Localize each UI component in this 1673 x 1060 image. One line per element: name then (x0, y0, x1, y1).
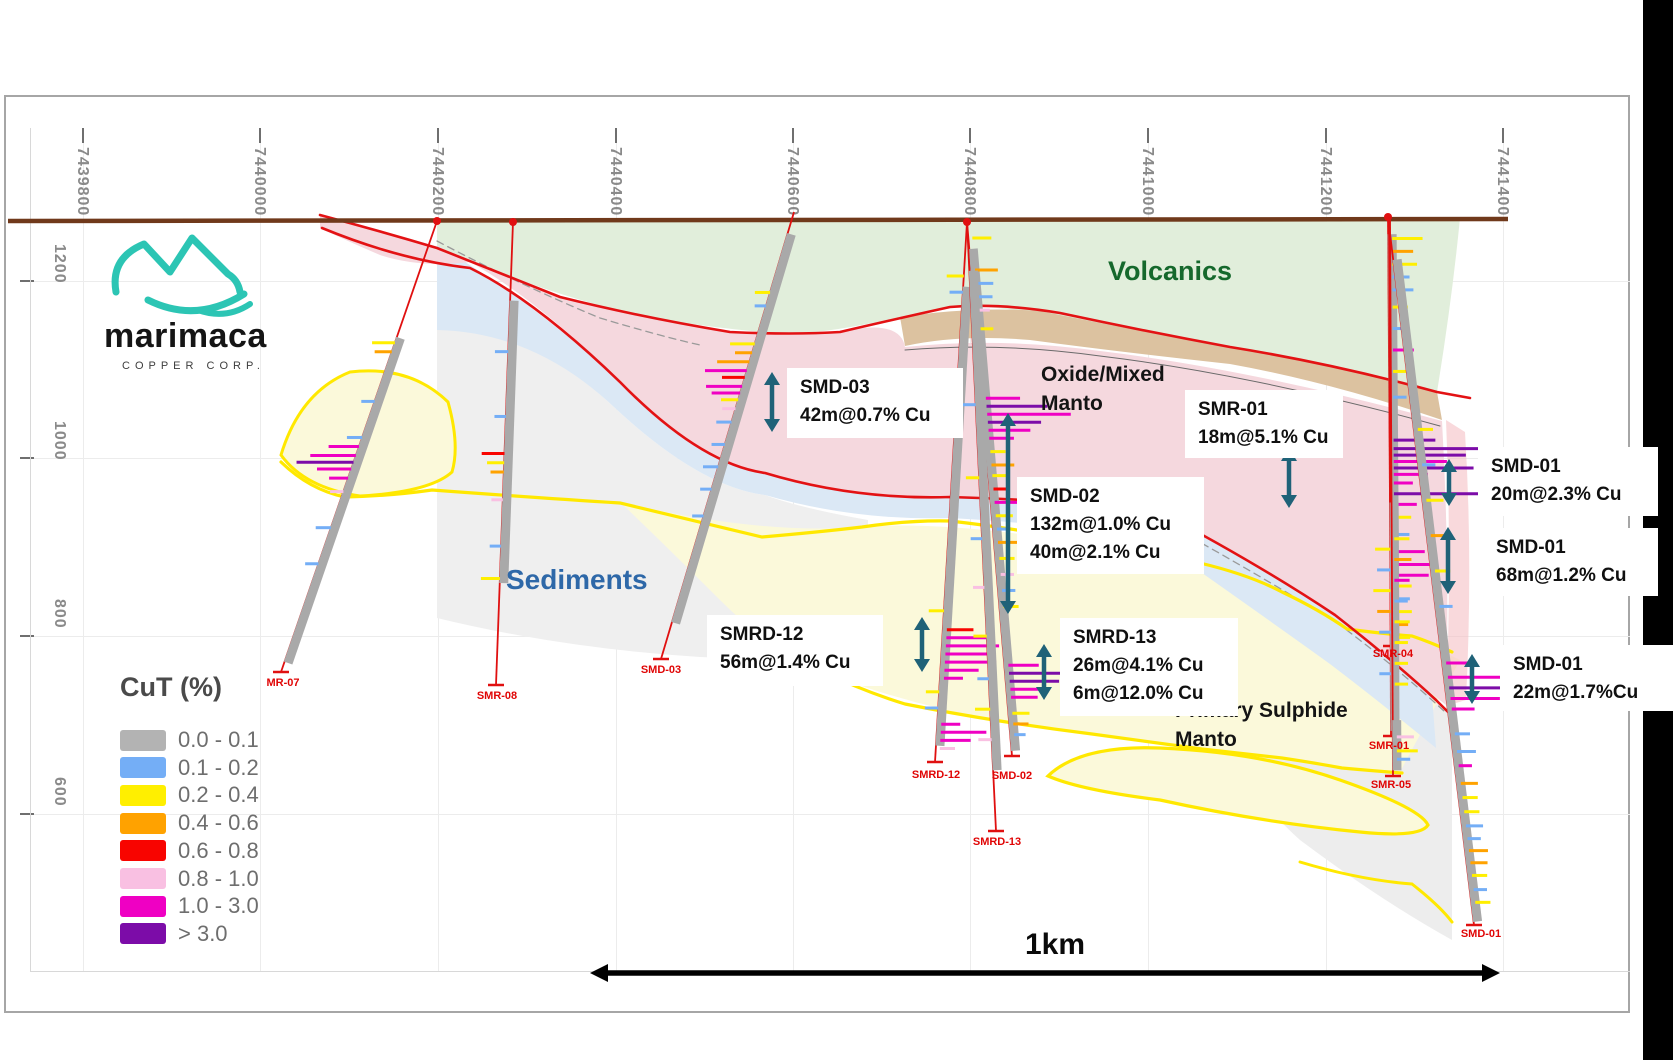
left-axis-tick (20, 280, 34, 282)
callout-smr-01: SMR-01 18m@5.1% Cu (1185, 390, 1343, 458)
callout-smd-01-c: SMD-01 22m@1.7%Cu (1500, 645, 1673, 711)
callout-line: 6m@12.0% Cu (1073, 683, 1204, 704)
geology-label-line: Manto (1175, 728, 1237, 751)
drillhole-label: SMD-02 (991, 770, 1033, 782)
geology-label-volcanics: Volcanics (1108, 254, 1232, 289)
legend-range-label: 0.1 - 0.2 (178, 754, 259, 780)
left-axis-tick (20, 635, 34, 637)
callout-smd-02: SMD-02 132m@1.0% Cu 40m@2.1% Cu (1017, 477, 1204, 574)
legend-swatch (120, 840, 166, 862)
top-axis-tick (437, 128, 439, 143)
legend-swatch (120, 757, 166, 779)
geology-label-line: Volcanics (1108, 256, 1233, 286)
callout-line: SMRD-13 (1073, 627, 1157, 648)
drillhole-label: SMD-03 (640, 664, 682, 676)
legend-row: 1.0 - 3.0 (120, 893, 259, 919)
legend-swatch (120, 895, 166, 917)
gridline-vertical (83, 128, 84, 971)
callout-smd-01-b: SMD-01 68m@1.2% Cu (1483, 528, 1658, 596)
legend-swatch (120, 812, 166, 834)
legend-range-label: 0.8 - 1.0 (178, 865, 259, 891)
callout-smrd-13: SMRD-13 26m@4.1% Cu 6m@12.0% Cu (1060, 618, 1238, 716)
top-axis-tick (1502, 128, 1504, 143)
top-axis-tick (969, 128, 971, 143)
legend-range-label: 0.6 - 0.8 (178, 837, 259, 863)
callout-line: 22m@1.7%Cu (1513, 682, 1639, 703)
callout-smd-03: SMD-03 42m@0.7% Cu (787, 368, 963, 438)
legend-range-label: 1.0 - 3.0 (178, 893, 259, 919)
callout-line: SMRD-12 (720, 624, 804, 645)
top-axis-tick (792, 128, 794, 143)
legend-title: CuT (%) (120, 672, 222, 702)
legend-range-label: > 3.0 (178, 920, 228, 946)
gridline-horizontal (30, 814, 1630, 815)
legend-row: 0.0 - 0.1 (120, 727, 259, 753)
top-axis-tick (615, 128, 617, 143)
geology-label-oxide-mixed-manto: Oxide/Mixed Manto (1041, 360, 1165, 418)
callout-line: 18m@5.1% Cu (1198, 427, 1329, 448)
top-axis-tick (1325, 128, 1327, 143)
legend-row: > 3.0 (120, 921, 228, 947)
callout-line: SMD-03 (800, 377, 870, 398)
logo-wordmark: marimaca (104, 317, 267, 355)
legend-row: 0.6 - 0.8 (120, 838, 259, 864)
drillhole-label: SMRD-12 (911, 769, 961, 781)
callout-line: 42m@0.7% Cu (800, 405, 931, 426)
callout-line: 20m@2.3% Cu (1491, 484, 1622, 505)
callout-line: SMD-01 (1513, 654, 1583, 675)
callout-line: SMD-01 (1496, 537, 1566, 558)
drillhole-label: SMR-08 (476, 690, 518, 702)
left-axis-tick (20, 457, 34, 459)
plot-left-edge (30, 128, 31, 971)
legend-row: 0.4 - 0.6 (120, 810, 259, 836)
callout-line: 26m@4.1% Cu (1073, 655, 1204, 676)
left-axis-tick (20, 813, 34, 815)
geology-label-line: Sediments (506, 564, 648, 595)
legend-row: 0.1 - 0.2 (120, 755, 259, 781)
logo-tagline: COPPER CORP. (122, 360, 265, 372)
top-axis-tick (82, 128, 84, 143)
callout-line: 40m@2.1% Cu (1030, 542, 1161, 563)
callout-line: 56m@1.4% Cu (720, 652, 851, 673)
legend-row: 0.2 - 0.4 (120, 782, 259, 808)
geology-label-sediments: Sediments (506, 562, 648, 598)
grade-legend: CuT (%) 0.0 - 0.1 0.1 - 0.2 0.2 - 0.4 0.4 -… (120, 672, 259, 946)
legend-range-label: 0.0 - 0.1 (178, 727, 259, 752)
legend-row: 0.8 - 1.0 (120, 866, 259, 892)
legend-swatch (120, 868, 166, 889)
callout-line: SMD-02 (1030, 486, 1100, 507)
callout-smrd-12: SMRD-12 56m@1.4% Cu (707, 615, 883, 686)
scalebar-label: 1km (1024, 928, 1086, 961)
callout-smd-01-a: SMD-01 20m@2.3% Cu (1478, 447, 1658, 516)
drillhole-label: SMR-05 (1370, 779, 1412, 791)
legend-swatch (120, 923, 166, 945)
drillhole-label: SMR-04 (1372, 648, 1414, 660)
callout-line: 68m@1.2% Cu (1496, 565, 1627, 586)
geology-label-line: Manto (1041, 392, 1103, 415)
company-logo: marimaca COPPER CORP. (104, 230, 267, 372)
callout-line: SMR-01 (1198, 399, 1268, 420)
legend-range-label: 0.4 - 0.6 (178, 810, 259, 836)
legend-swatch (120, 729, 166, 751)
drillhole-label: SMD-01 (1460, 928, 1502, 940)
drillhole-label: MR-07 (266, 677, 300, 689)
drillhole-label: SMRD-13 (972, 836, 1022, 848)
logo-mountain-icon (111, 234, 253, 317)
geology-label-line: Oxide/Mixed (1041, 363, 1165, 386)
callout-line: SMD-01 (1491, 456, 1561, 477)
top-axis-tick (1147, 128, 1149, 143)
legend-swatch (120, 784, 166, 806)
legend-range-label: 0.2 - 0.4 (178, 782, 259, 808)
top-axis-tick (259, 128, 261, 143)
callout-line: 132m@1.0% Cu (1030, 514, 1172, 535)
drillhole-label: SMR-01 (1368, 740, 1410, 752)
gridline-vertical (260, 128, 261, 971)
